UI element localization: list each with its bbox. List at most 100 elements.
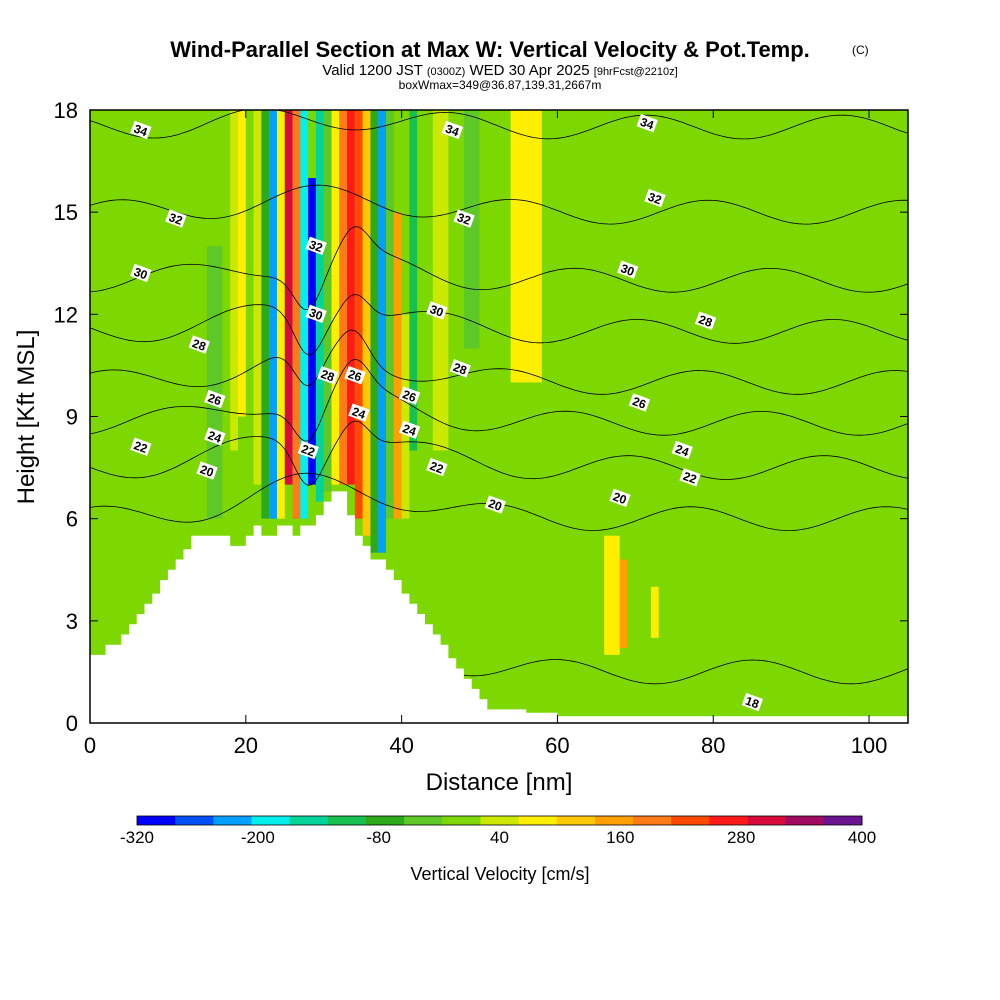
theta-contour-line	[90, 329, 908, 395]
colorbar-tick-label: -80	[366, 828, 391, 847]
y-tick-label: 12	[54, 302, 78, 327]
velocity-cell	[315, 110, 324, 502]
colorbar-swatch	[251, 816, 291, 825]
colorbar-tick-label: 160	[606, 828, 634, 847]
colorbar-swatch	[365, 816, 405, 825]
subtitle-utc: (0300Z)	[427, 66, 466, 78]
velocity-cell	[432, 110, 449, 451]
contour-label-bg	[679, 468, 701, 487]
contour-label-text: 24	[206, 428, 224, 446]
contour-label: 34	[636, 113, 658, 133]
chart-title: Wind-Parallel Section at Max W: Vertical…	[170, 37, 810, 62]
contour-label: 30	[305, 304, 327, 323]
contour-label: 24	[671, 440, 693, 460]
colorbar-swatch	[404, 816, 443, 825]
contour-label: 22	[679, 468, 701, 487]
contour-label-text: 30	[428, 302, 446, 320]
velocity-cell	[331, 110, 340, 485]
contour-label-text: 22	[428, 459, 446, 477]
colorbar-tick-label: 280	[727, 828, 755, 847]
velocity-field	[206, 110, 659, 655]
chart-subtitle-2: boxWmax=349@36.87,139.31,2667m	[399, 78, 602, 92]
subtitle-valid: Valid 1200 JST	[322, 62, 422, 79]
contour-label-bg	[130, 120, 152, 140]
x-tick-label: 20	[234, 733, 258, 758]
velocity-cell	[409, 110, 418, 451]
velocity-cell	[604, 535, 620, 655]
colorbar-swatch	[289, 816, 329, 825]
contour-label-text: 28	[319, 367, 337, 385]
contour-label-text: 22	[681, 469, 699, 487]
contour-label-text: 34	[132, 122, 150, 140]
contour-label: 32	[305, 236, 327, 255]
contour-label-text: 26	[631, 394, 649, 412]
contour-label-text: 34	[444, 122, 462, 140]
colorbar-swatch	[137, 816, 176, 825]
colorbar: -320 -200 -80 40 160 280 400	[120, 815, 876, 847]
y-tick-label: 3	[66, 609, 78, 634]
contour-label: 22	[130, 437, 152, 456]
contour-label-bg	[398, 420, 421, 439]
x-axis: 0 20 40 60 80 100	[84, 110, 888, 758]
contour-label: 34	[130, 120, 152, 140]
contour-label-bg	[609, 488, 631, 507]
colorbar-tick-label: 400	[848, 828, 876, 847]
contour-label-bg	[628, 393, 651, 412]
contour-label-text: 22	[299, 442, 317, 460]
contour-label-bg	[398, 386, 421, 405]
velocity-cell	[650, 586, 659, 638]
velocity-cell	[393, 212, 402, 519]
theta-contour-line	[90, 226, 908, 311]
contour-label: 26	[344, 365, 366, 385]
colorbar-swatch	[671, 816, 710, 825]
contour-label-bg	[441, 120, 464, 140]
colorbar-tick-label: 40	[490, 828, 509, 847]
contour-label: 22	[426, 457, 448, 477]
contour-label-bg	[644, 188, 666, 208]
contour-label-bg	[130, 437, 152, 456]
subtitle-forecast: [9hrFcst@2210z]	[594, 66, 678, 78]
contour-label: 24	[348, 403, 370, 422]
contour-label-bg	[297, 440, 319, 460]
velocity-cell	[378, 110, 387, 553]
colorbar-swatch	[709, 816, 749, 825]
contour-label: 26	[628, 393, 651, 412]
contour-label-bg	[165, 209, 187, 228]
contour-label: 32	[165, 209, 187, 228]
theta-contour-line	[90, 293, 908, 356]
theta-contour-line	[90, 420, 908, 486]
x-tick-label: 100	[851, 733, 888, 758]
contour-label: 32	[644, 188, 666, 208]
contour-label-text: 24	[401, 421, 419, 439]
y-tick-label: 18	[54, 98, 78, 123]
contour-label-text: 26	[206, 391, 224, 409]
velocity-cell	[276, 110, 285, 519]
y-tick-label: 15	[54, 200, 78, 225]
colorbar-swatch	[480, 816, 520, 825]
velocity-cell	[386, 110, 394, 519]
contour-label: 20	[484, 495, 506, 514]
contour-label: 22	[297, 440, 319, 460]
y-axis: 0 3 6 9 12 15 18	[54, 98, 908, 736]
contour-label-text: 34	[638, 115, 656, 133]
colorbar-swatch	[175, 816, 214, 825]
title-suffix: (C)	[852, 43, 869, 57]
colorbar-swatch	[556, 816, 596, 825]
contour-label-bg	[130, 263, 152, 283]
contour-label-bg	[204, 427, 226, 446]
contour-label-text: 28	[697, 312, 715, 330]
contour-label-text: 30	[132, 265, 150, 283]
contour-label-bg	[636, 113, 658, 133]
velocity-cell	[510, 110, 542, 383]
velocity-cell	[300, 110, 309, 519]
contour-label-bg	[348, 403, 370, 422]
plot-area: 34 34 34 32 32 32 32 30 30 30 30 28 28 26 28 28 26 26 26 24…	[90, 110, 908, 723]
contour-label-text: 32	[307, 237, 325, 255]
velocity-cell	[362, 110, 371, 536]
contour-label: 28	[317, 365, 339, 385]
contour-label-bg	[694, 311, 717, 330]
subtitle-date: WED 30 Apr 2025	[470, 62, 590, 79]
contour-label: 30	[130, 263, 152, 283]
contour-label: 24	[204, 427, 226, 446]
velocity-cell	[308, 178, 316, 485]
